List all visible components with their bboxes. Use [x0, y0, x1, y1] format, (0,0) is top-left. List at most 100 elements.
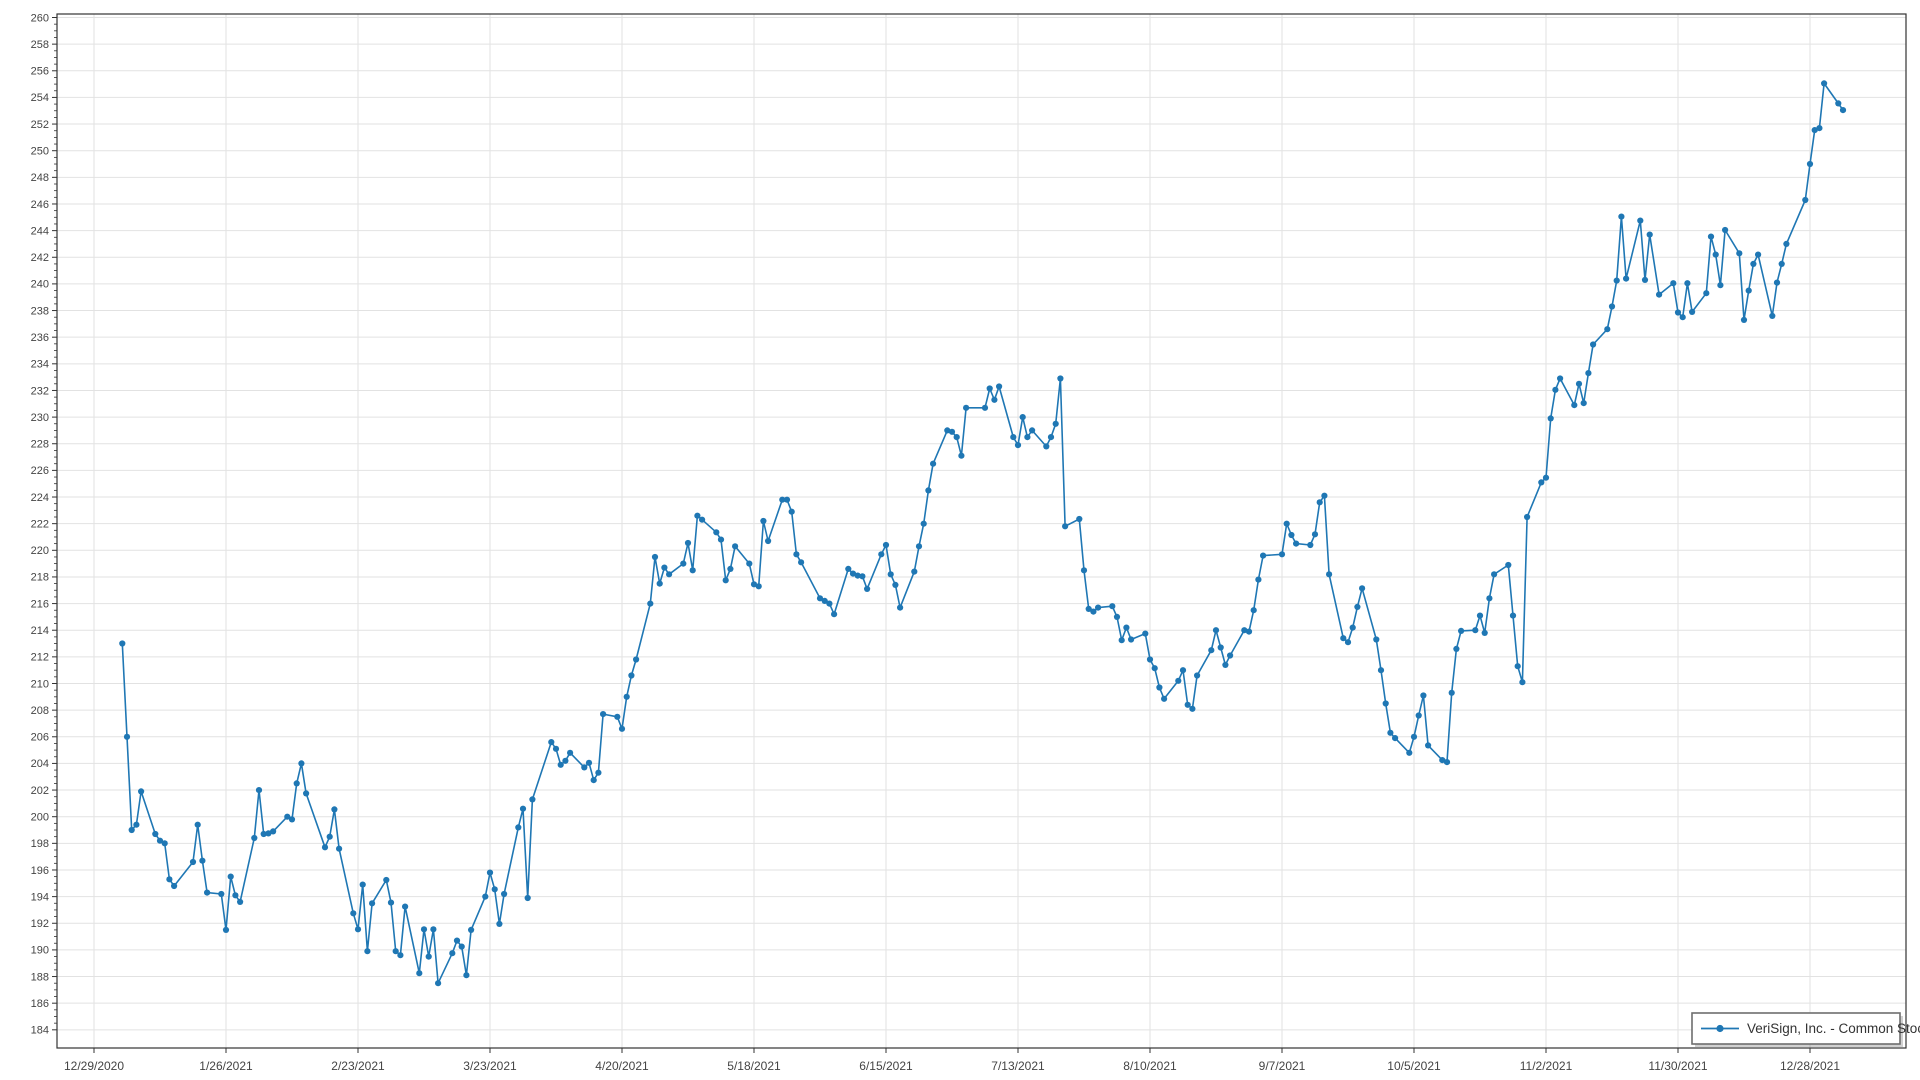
data-point-marker [1458, 627, 1465, 635]
data-point-marker [722, 577, 729, 584]
data-point-marker [656, 580, 663, 587]
data-point-marker [1552, 386, 1559, 393]
data-point-marker [746, 560, 753, 567]
data-point-marker [633, 656, 640, 663]
data-point-marker [1090, 608, 1097, 615]
x-tick-label: 2/23/2021 [331, 1059, 385, 1073]
data-point-marker [1245, 628, 1253, 635]
data-point-marker [524, 894, 531, 902]
data-point-marker [119, 640, 126, 647]
data-point-marker [321, 844, 329, 851]
data-point-marker [1410, 733, 1418, 740]
data-point-marker [1142, 630, 1149, 637]
data-point-marker [1019, 414, 1026, 421]
x-tick-label: 11/30/2021 [1648, 1059, 1707, 1073]
data-point-marker [755, 583, 762, 590]
data-point-marker [694, 512, 701, 519]
data-point-marker [1349, 624, 1356, 631]
y-tick-label: 210 [31, 678, 49, 690]
data-point-marker [1076, 515, 1083, 523]
data-point-marker [501, 890, 508, 898]
data-point-marker [958, 452, 965, 459]
data-point-marker [760, 517, 767, 525]
data-point-marker [449, 950, 456, 957]
data-point-marker [1717, 282, 1724, 289]
data-point-marker [303, 790, 310, 797]
y-tick-label: 260 [31, 12, 49, 24]
data-point-marker [1156, 684, 1163, 691]
data-point-marker [948, 428, 956, 435]
data-point-marker [1373, 636, 1380, 643]
data-point-marker [1250, 607, 1257, 614]
data-point-marker [453, 937, 461, 944]
data-point-marker [1670, 280, 1677, 287]
data-point-marker [600, 711, 607, 718]
data-point-marker [765, 537, 772, 545]
data-point-marker [1057, 375, 1064, 382]
data-point-marker [468, 926, 475, 934]
data-point-marker [331, 806, 338, 813]
data-point-marker [326, 833, 333, 840]
y-tick-label: 248 [31, 172, 49, 184]
data-point-marker [519, 805, 527, 812]
y-tick-label: 216 [31, 598, 49, 610]
data-point-marker [680, 560, 687, 567]
y-tick-label: 246 [31, 199, 49, 211]
data-point-marker [1835, 100, 1842, 107]
y-tick-label: 196 [31, 865, 49, 877]
data-point-marker [1222, 661, 1229, 669]
y-tick-label: 208 [31, 705, 49, 717]
data-point-marker [1377, 667, 1385, 674]
y-tick-label: 206 [31, 732, 49, 744]
data-point-marker [1821, 80, 1828, 87]
y-tick-label: 186 [31, 998, 49, 1010]
y-tick-label: 192 [31, 918, 49, 930]
data-point-marker [255, 787, 263, 794]
y-tick-label: 232 [31, 385, 49, 397]
data-point-marker [1113, 613, 1121, 621]
data-point-marker [359, 881, 366, 888]
data-point-marker [1689, 308, 1696, 315]
data-point-marker [1613, 277, 1620, 284]
data-point-marker [1344, 639, 1352, 646]
y-tick-label: 230 [31, 412, 49, 424]
data-point-marker [666, 571, 673, 578]
data-point-marker [925, 487, 932, 494]
data-point-marker [529, 796, 536, 803]
data-point-marker [1750, 260, 1757, 267]
data-point-marker [750, 581, 758, 588]
data-point-marker [1359, 585, 1366, 592]
data-point-marker [661, 564, 668, 571]
data-point-marker [1227, 652, 1234, 659]
legend-label: VeriSign, Inc. - Common Stock [1747, 1021, 1920, 1036]
y-tick-label: 226 [31, 465, 49, 477]
data-point-marker [1109, 603, 1116, 610]
data-point-marker [647, 600, 654, 607]
data-point-marker [1062, 523, 1069, 530]
data-point-marker [1472, 627, 1479, 634]
data-point-marker [1509, 612, 1517, 619]
data-point-marker [1175, 677, 1182, 684]
data-point-marker [854, 572, 861, 579]
data-point-marker [623, 693, 630, 700]
y-tick-label: 258 [31, 39, 49, 51]
data-point-marker [1538, 479, 1545, 486]
data-point-marker [1524, 513, 1531, 521]
data-point-marker [1783, 240, 1790, 247]
data-point-marker [1340, 635, 1347, 642]
data-point-marker [189, 858, 197, 866]
data-point-marker [779, 496, 786, 503]
data-point-marker [1194, 672, 1201, 679]
data-point-marker [1580, 400, 1587, 407]
data-point-marker [128, 826, 135, 834]
data-point-marker [963, 404, 970, 411]
gridlines [57, 14, 1906, 1048]
y-tick-label: 254 [31, 92, 49, 104]
data-point-marker [831, 611, 838, 618]
data-point-marker [1585, 370, 1592, 377]
y-tick-label: 212 [31, 652, 49, 664]
data-point-marker [392, 948, 399, 955]
y-tick-label: 198 [31, 838, 49, 850]
data-point-marker [699, 516, 706, 523]
data-point-marker [298, 760, 305, 767]
